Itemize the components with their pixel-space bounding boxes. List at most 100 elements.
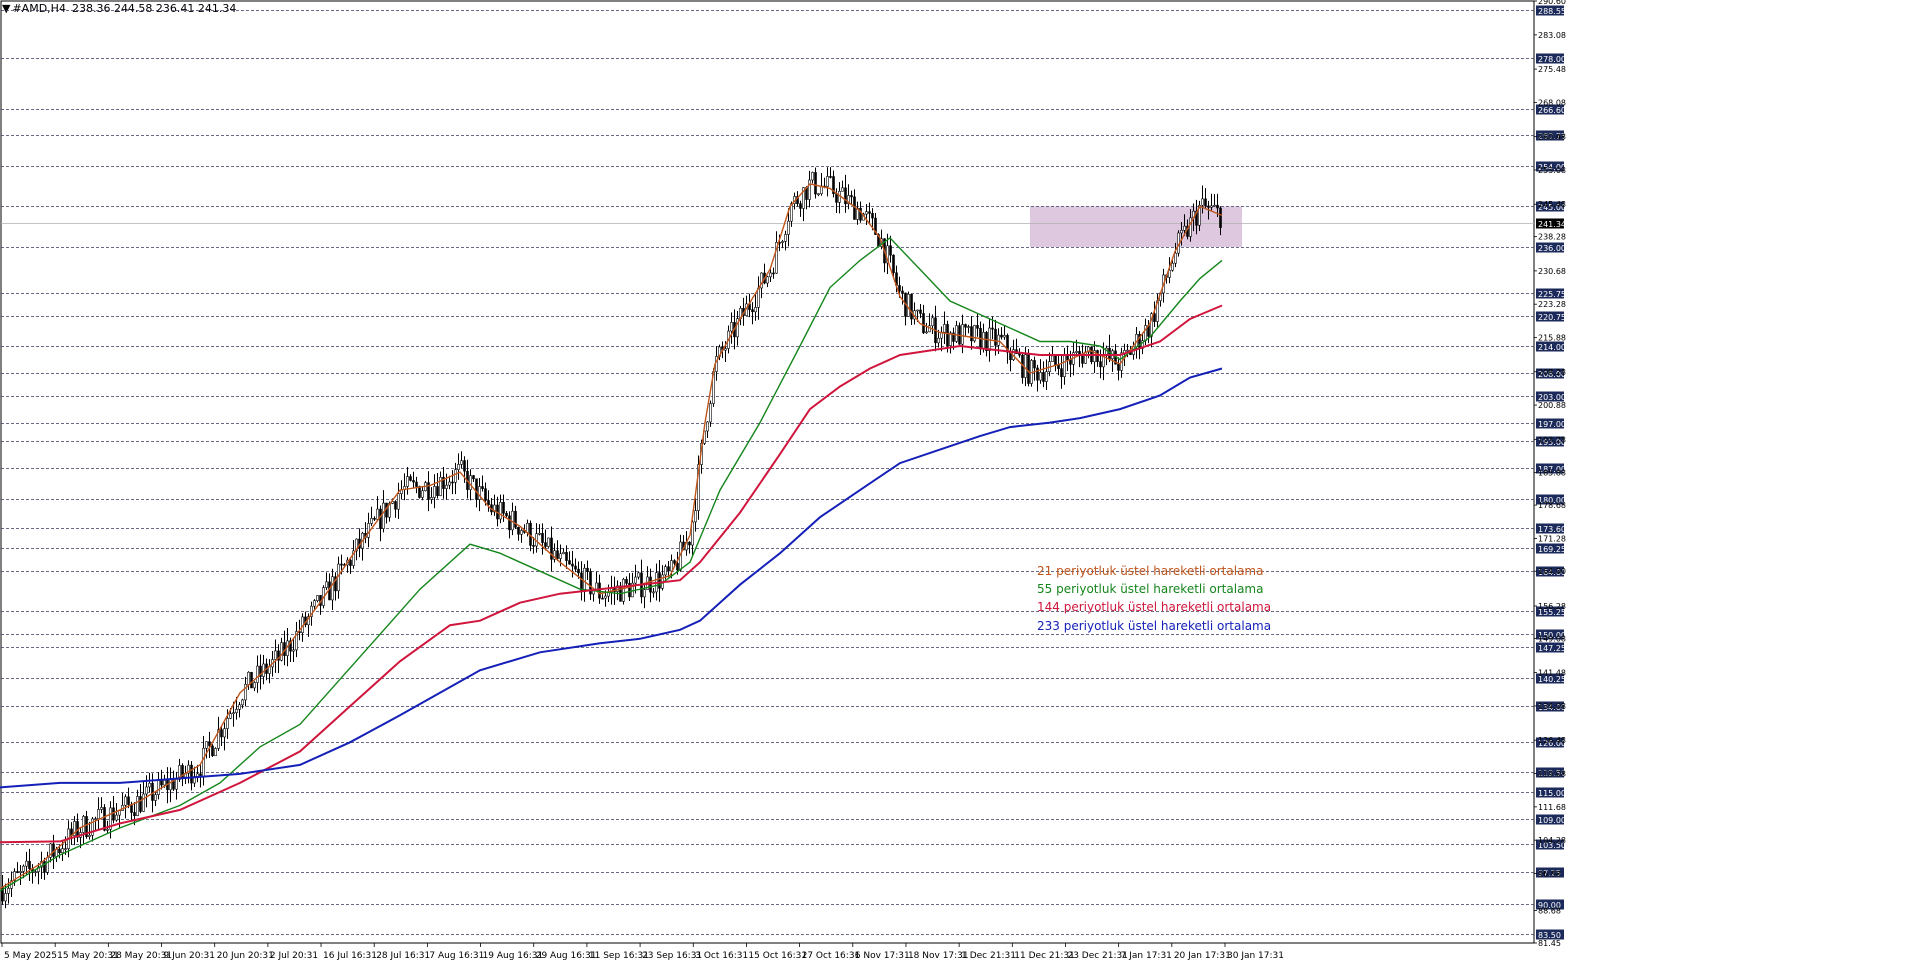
candle-body <box>349 559 352 566</box>
candle-body <box>505 512 508 517</box>
level-label: 109.00 <box>1538 816 1566 825</box>
candle-body <box>4 893 7 902</box>
candle-body <box>697 464 700 511</box>
candle-body <box>457 464 460 470</box>
candle-body <box>811 172 814 181</box>
candle-body <box>910 293 913 320</box>
candle-body <box>373 517 376 520</box>
level-badge <box>1536 629 1564 640</box>
candle-body <box>232 712 235 715</box>
level-badge <box>1536 418 1564 429</box>
x-tick-label: 20 Jan 17:31 <box>1174 951 1231 961</box>
candle-body <box>157 779 160 795</box>
candle-body <box>481 486 484 489</box>
candle-body <box>25 860 28 867</box>
candle-body <box>751 309 754 313</box>
x-tick-label: 30 Jan 17:31 <box>1227 951 1284 961</box>
candle-body <box>835 193 838 203</box>
level-label: 90.00 <box>1538 901 1561 910</box>
candle-body <box>826 176 829 187</box>
candle-body <box>568 560 571 565</box>
candle-body <box>154 794 157 801</box>
y-tick-label: 260.48 <box>1538 133 1566 142</box>
candle-body <box>379 508 382 529</box>
candle-body <box>658 572 661 589</box>
candle-body <box>637 572 640 578</box>
candle-body <box>118 810 121 816</box>
candle-body <box>541 533 544 543</box>
x-tick-label: 15 Oct 16:31 <box>748 951 807 961</box>
level-badge <box>1536 767 1564 778</box>
candle-body <box>808 179 811 200</box>
x-tick-label: 5 May 2025 <box>4 951 57 961</box>
y-tick-label: 215.88 <box>1538 334 1566 343</box>
level-label: 169.25 <box>1538 545 1566 554</box>
candle-body <box>241 699 244 706</box>
level-badge <box>1536 606 1564 617</box>
candle-body <box>853 196 856 220</box>
candle-body <box>616 585 619 592</box>
candle-body <box>514 510 517 528</box>
y-tick-label: 178.68 <box>1538 501 1566 510</box>
y-tick-label: 104.28 <box>1538 836 1566 845</box>
candle-body <box>754 307 757 313</box>
candle-body <box>871 213 874 219</box>
candle-body <box>1219 207 1222 228</box>
y-tick-label: 185.88 <box>1538 469 1566 478</box>
candle-body <box>1039 372 1042 381</box>
y-tick-label: 245.48 <box>1538 200 1566 209</box>
last-price-badge <box>1536 218 1564 229</box>
candle-body <box>100 807 103 810</box>
candle-body <box>673 560 676 564</box>
candle-body <box>1096 350 1099 362</box>
level-label: 187.00 <box>1538 465 1566 474</box>
candle-body <box>766 276 769 284</box>
level-badge <box>1536 701 1564 712</box>
x-tick-label: 2 Jul 20:31 <box>270 951 318 961</box>
candle-body <box>571 563 574 567</box>
candle-body <box>85 816 88 837</box>
candle-body <box>1153 313 1156 322</box>
candle-body <box>1075 351 1078 353</box>
candle-body <box>922 313 925 334</box>
candle-body <box>235 709 238 714</box>
level-label: 220.75 <box>1538 313 1566 322</box>
candle-body <box>898 285 901 292</box>
candle-body <box>325 581 328 588</box>
candle-body <box>961 324 964 345</box>
level-label: 245.00 <box>1538 203 1566 212</box>
level-label: 155.25 <box>1538 608 1566 617</box>
level-label: 164.00 <box>1538 568 1566 577</box>
candle-body <box>175 779 178 790</box>
candle-body <box>1204 198 1207 207</box>
candle-body <box>469 475 472 490</box>
candle-body <box>169 779 172 791</box>
candle-body <box>226 718 229 729</box>
candle-body <box>832 176 835 195</box>
candle-body <box>382 502 385 529</box>
candle-body <box>109 807 112 830</box>
legend-ema233: 233 periyotluk üstel hareketli ortalama <box>1037 619 1272 633</box>
candle-body <box>538 533 541 535</box>
candle-body <box>997 334 1000 346</box>
candle-body <box>985 332 988 351</box>
candle-body <box>1183 225 1186 231</box>
candle-body <box>577 568 580 574</box>
x-tick-label: 11 Dec 21:31 <box>1014 951 1075 961</box>
candle-body <box>229 713 232 719</box>
candle-body <box>406 476 409 487</box>
candle-body <box>1213 204 1216 207</box>
candle-body <box>112 807 115 821</box>
candle-body <box>1180 230 1183 234</box>
candle-body <box>1099 361 1102 368</box>
candle-body <box>1198 204 1201 226</box>
candle-body <box>1189 217 1192 237</box>
candle-body <box>253 682 256 689</box>
candle-body <box>433 486 436 498</box>
candle-body <box>691 521 694 546</box>
collapse-arrow-icon[interactable]: ▼ <box>2 2 11 15</box>
y-tick-label: 88.68 <box>1538 906 1561 915</box>
x-tick-label: 11 Sep 16:31 <box>589 951 649 961</box>
candle-body <box>889 245 892 256</box>
